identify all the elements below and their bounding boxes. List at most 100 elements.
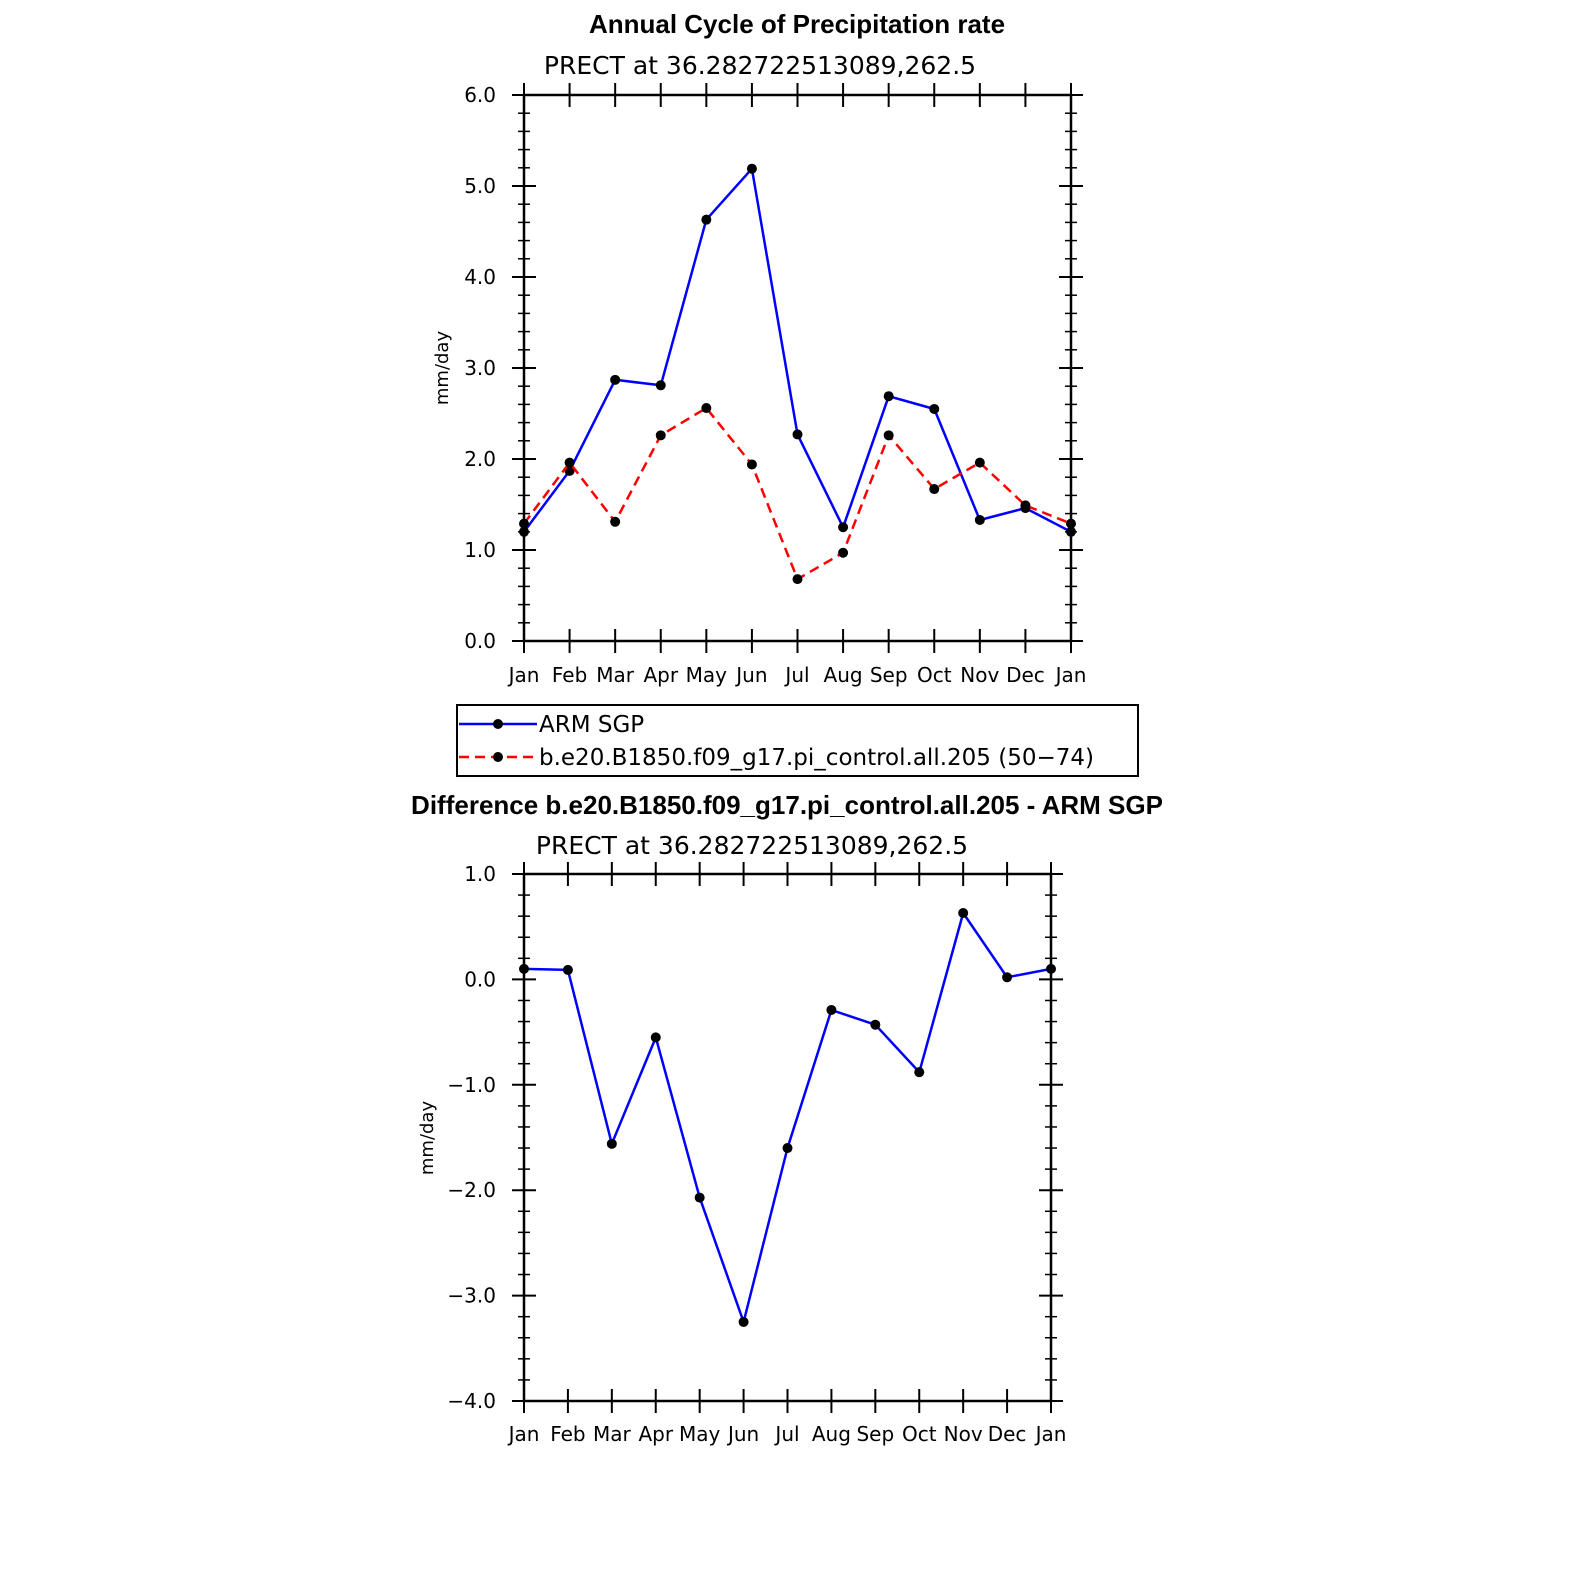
data-point-1 [838, 547, 849, 558]
x-tick-label: Jul [773, 1422, 799, 1446]
y-tick-label: 2.0 [464, 447, 496, 471]
series-line-0 [523, 911, 1052, 1324]
data-point-0 [1002, 972, 1013, 983]
x-tick-label: Oct [902, 1422, 937, 1446]
y-tick-label: 5.0 [464, 174, 496, 198]
data-point-1 [655, 430, 666, 441]
y-axis-label: mm/day [432, 331, 453, 406]
plot-area: 0.0 1.0 2.0 3.0 4.0 5.0 6.0 Jan Feb Mar Apr May Jun J… [464, 83, 1086, 687]
x-tick-label: Mar [596, 663, 635, 687]
y-tick-label: 6.0 [464, 83, 496, 107]
y-tick-label: 0.0 [464, 629, 496, 653]
data-point-1 [746, 459, 757, 470]
data-point-1 [610, 516, 621, 527]
x-tick-label: Feb [550, 1422, 585, 1446]
data-point-1 [519, 518, 529, 529]
legend-item-arm-sgp: ARM SGP [459, 712, 644, 738]
data-point-0 [838, 522, 849, 533]
series-line-0 [522, 167, 1072, 533]
x-tick-label: Nov [944, 1422, 983, 1446]
data-point-0 [792, 429, 803, 440]
data-point-0 [519, 963, 529, 974]
data-point-0 [655, 380, 666, 391]
data-point-0 [974, 514, 985, 525]
data-point-0 [782, 1143, 793, 1154]
annual-cycle-panel: Annual Cycle of Precipitation rate PRECT… [432, 9, 1139, 777]
data-point-0 [1066, 526, 1076, 537]
chart-subtitle: PRECT at 36.282722513089,262.5 [544, 51, 976, 80]
legend-marker-arm-sgp [493, 719, 503, 729]
data-point-1 [929, 484, 940, 495]
data-point-0 [826, 1004, 837, 1015]
x-tick-label: Jun [726, 1422, 759, 1446]
x-tick-label: Sep [856, 1422, 894, 1446]
data-point-1 [792, 574, 803, 585]
x-tick-label: May [686, 663, 728, 687]
y-tick-label: −1.0 [447, 1073, 496, 1097]
y-tick-label: −3.0 [447, 1284, 496, 1308]
data-point-0 [1046, 963, 1056, 974]
data-point-0 [914, 1067, 925, 1078]
data-point-1 [974, 457, 985, 468]
data-point-0 [701, 214, 712, 225]
plot-frame [522, 93, 1073, 643]
legend-box [456, 704, 1139, 777]
x-tick-label: Jun [734, 663, 767, 687]
x-tick-label: Jan [507, 663, 540, 687]
data-point-0 [606, 1138, 617, 1149]
x-tick-label: Sep [870, 663, 908, 687]
x-tick-label: Jan [1034, 1422, 1067, 1446]
x-tick-label: Dec [1006, 663, 1045, 687]
x-tick-label: Dec [988, 1422, 1027, 1446]
legend-label-arm-sgp: ARM SGP [539, 712, 644, 738]
x-tick-label: Aug [812, 1422, 851, 1446]
x-tick-label: Jan [1054, 663, 1087, 687]
y-tick-label: 3.0 [464, 356, 496, 380]
data-point-1 [1066, 518, 1076, 529]
legend-label-model: b.e20.B1850.f09_g17.pi_control.all.205 (… [539, 745, 1094, 771]
x-tick-label: Feb [552, 663, 587, 687]
legend: ARM SGP b.e20.B1850.f09_g17.pi_control.a… [456, 704, 1139, 777]
data-point-0 [958, 907, 969, 918]
chart-title: Difference b.e20.B1850.f09_g17.pi_contro… [411, 790, 1163, 820]
data-point-0 [929, 403, 940, 414]
data-point-1 [564, 457, 575, 468]
legend-marker-model [493, 752, 503, 762]
legend-item-model: b.e20.B1850.f09_g17.pi_control.all.205 (… [459, 745, 1094, 771]
x-tick-label: Aug [824, 663, 863, 687]
plot-area: −4.0 −3.0 −2.0 −1.0 0.0 1.0 Jan Feb Mar Apr May Jun… [447, 862, 1066, 1446]
difference-panel: Difference b.e20.B1850.f09_g17.pi_contro… [411, 790, 1163, 1446]
y-tick-label: 1.0 [464, 538, 496, 562]
x-tick-label: Apr [638, 1422, 673, 1446]
x-tick-label: Oct [917, 663, 952, 687]
data-point-1 [1020, 500, 1031, 511]
x-tick-label: Jul [783, 663, 809, 687]
y-tick-label: 4.0 [464, 265, 496, 289]
x-tick-label: Apr [643, 663, 678, 687]
data-point-0 [610, 374, 621, 385]
x-tick-label: May [679, 1422, 721, 1446]
y-tick-label: 1.0 [464, 862, 496, 886]
x-tick-label: Nov [960, 663, 999, 687]
x-tick-label: Mar [593, 1422, 632, 1446]
chart-subtitle: PRECT at 36.282722513089,262.5 [536, 831, 968, 860]
data-point-0 [694, 1192, 705, 1203]
plot-frame [522, 872, 1053, 1403]
data-point-1 [883, 430, 894, 441]
y-tick-label: −2.0 [447, 1178, 496, 1202]
data-point-0 [883, 391, 894, 402]
data-point-0 [738, 1316, 749, 1327]
y-tick-label: −4.0 [447, 1389, 496, 1413]
y-tick-label: 0.0 [464, 967, 496, 991]
data-point-1 [701, 403, 712, 414]
x-tick-label: Jan [507, 1422, 540, 1446]
y-axis-label: mm/day [417, 1101, 438, 1176]
chart-title: Annual Cycle of Precipitation rate [589, 9, 1005, 39]
data-point-0 [562, 964, 573, 975]
data-point-0 [870, 1019, 881, 1030]
data-point-0 [650, 1032, 661, 1043]
data-point-0 [519, 526, 529, 537]
data-point-0 [564, 465, 575, 476]
data-point-0 [746, 163, 757, 174]
